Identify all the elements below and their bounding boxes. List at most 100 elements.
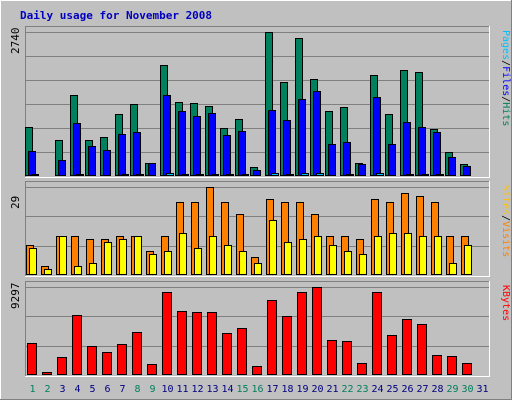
bar-pages: [136, 174, 144, 176]
bar-sites: [89, 263, 97, 275]
bar-sites: [329, 245, 337, 275]
bar-sites: [269, 220, 277, 275]
bar-files: [133, 132, 141, 176]
bar-pages: [166, 173, 174, 176]
bar-files: [118, 134, 126, 176]
bar-files: [448, 157, 456, 176]
x-axis-tick-labels: 1 2 3 4 5 6 7 8 9 10 11 12 13 14 15 16 17 18 19 20 21 22 23 24 2…: [29, 384, 488, 395]
x-tick-label: 1: [29, 384, 35, 395]
bar-files: [388, 144, 396, 176]
x-tick-label: 15: [236, 384, 248, 395]
x-tick-label: 22: [341, 384, 353, 395]
bar-kbytes: [432, 355, 442, 375]
bar-files: [58, 160, 66, 176]
bar-kbytes: [57, 357, 67, 375]
bar-files: [163, 95, 171, 176]
bar-files: [88, 146, 96, 176]
bar-pages: [31, 174, 39, 176]
bar-sites: [59, 236, 67, 275]
x-tick-label: 9: [149, 384, 155, 395]
x-tick-label: 26: [401, 384, 413, 395]
bar-kbytes: [237, 328, 247, 375]
bar-sites: [389, 233, 397, 275]
x-tick-label: 30: [461, 384, 473, 395]
bar-kbytes: [267, 300, 277, 375]
bar-sites: [194, 248, 202, 275]
bar-sites: [29, 248, 37, 275]
bar-sites: [164, 251, 172, 275]
bar-kbytes: [357, 363, 367, 375]
bar-kbytes: [72, 315, 82, 375]
bar-pages: [286, 174, 294, 176]
bar-pages: [421, 174, 429, 176]
bar-sites: [299, 239, 307, 275]
bar-sites: [209, 236, 217, 275]
x-tick-label: 14: [221, 384, 233, 395]
bar-sites: [374, 236, 382, 275]
bar-sites: [284, 242, 292, 275]
legend-label-hits: Hits: [500, 102, 511, 126]
bar-files: [358, 164, 366, 176]
legend-label-kbytes: KBytes: [500, 285, 511, 321]
x-tick-label: 18: [281, 384, 293, 395]
x-tick-label: 12: [191, 384, 203, 395]
bar-kbytes: [297, 292, 307, 375]
bar-files: [313, 91, 321, 176]
legend-labels: Pages/Files/Hits: [500, 30, 511, 126]
x-tick-label: 19: [296, 384, 308, 395]
bar-files: [208, 113, 216, 176]
x-tick-label: 3: [59, 384, 65, 395]
x-tick-label: 29: [446, 384, 458, 395]
bar-sites: [419, 236, 427, 275]
x-tick-label: 7: [119, 384, 125, 395]
bar-kbytes: [42, 372, 52, 375]
bar-sites: [434, 236, 442, 275]
bar-files: [223, 135, 231, 176]
x-tick-label: 25: [386, 384, 398, 395]
bar-pages: [346, 174, 354, 176]
bar-sites: [74, 266, 82, 275]
bar-sites: [104, 242, 112, 275]
bar-kbytes: [462, 363, 472, 375]
bar-pages: [436, 174, 444, 176]
bar-sites: [224, 245, 232, 275]
x-tick-label: 24: [371, 384, 383, 395]
bar-files: [418, 127, 426, 176]
bar-pages: [316, 173, 324, 176]
bar-kbytes: [402, 319, 412, 375]
legend-label-visits: Visits: [500, 221, 511, 257]
bar-pages: [121, 174, 129, 176]
bar-kbytes: [102, 352, 112, 375]
bar-kbytes: [27, 343, 37, 375]
bar-files: [193, 116, 201, 176]
bar-kbytes: [87, 346, 97, 375]
x-tick-label: 21: [326, 384, 338, 395]
bar-pages: [211, 174, 219, 176]
bar-kbytes: [282, 316, 292, 375]
bar-files: [268, 110, 276, 176]
bar-kbytes: [387, 335, 397, 375]
bar-kbytes: [327, 340, 337, 375]
bar-kbytes: [372, 292, 382, 375]
bar-pages: [406, 174, 414, 176]
x-tick-label: 27: [416, 384, 428, 395]
bar-files: [298, 99, 306, 176]
bar-kbytes: [447, 356, 457, 375]
x-tick-label: 23: [356, 384, 368, 395]
y-max-label: 29: [9, 196, 22, 209]
bar-files: [238, 131, 246, 176]
bar-kbytes: [117, 344, 127, 375]
bar-pages: [271, 173, 279, 176]
legend-separator: /: [500, 215, 511, 221]
x-tick-label: 10: [161, 384, 173, 395]
bar-files: [148, 163, 156, 176]
bar-sites: [314, 236, 322, 275]
bar-files: [283, 120, 291, 176]
bar-kbytes: [342, 341, 352, 375]
bar-kbytes: [222, 333, 232, 375]
bar-pages: [241, 174, 249, 176]
bar-kbytes: [207, 312, 217, 375]
bar-files: [433, 132, 441, 176]
legend-separator: /: [500, 96, 511, 102]
y-max-label: 9297: [9, 283, 22, 310]
